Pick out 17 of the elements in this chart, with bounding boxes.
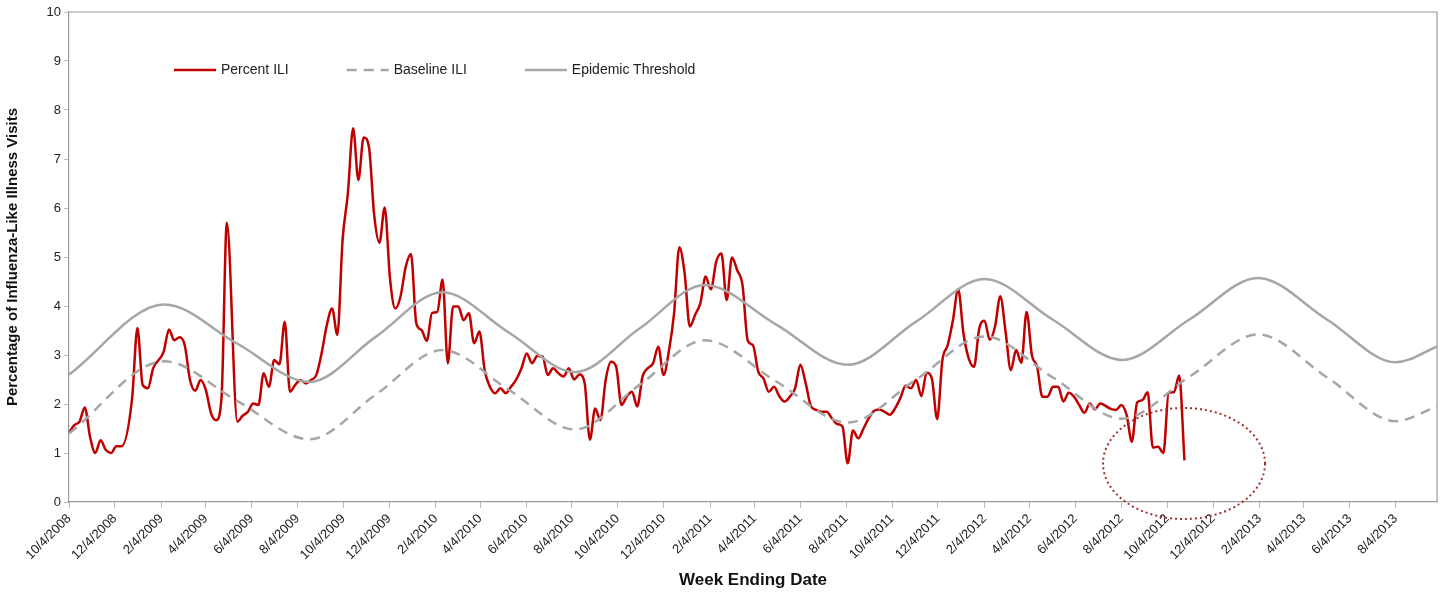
legend-label: Baseline ILI	[393, 60, 467, 77]
y-tick-label: 1	[53, 444, 61, 460]
legend-label: Percent ILI	[221, 60, 289, 77]
x-axis-title: Week Ending Date	[679, 570, 827, 590]
legend-label: Epidemic Threshold	[571, 60, 696, 77]
y-tick-label: 4	[53, 297, 61, 313]
y-tick-label: 9	[53, 52, 61, 68]
y-tick-label: 10	[46, 3, 61, 19]
y-tick-label: 3	[53, 346, 61, 362]
y-tick-label: 6	[53, 199, 61, 215]
y-tick-label: 2	[53, 395, 61, 411]
line-series	[69, 126, 1186, 465]
y-tick-label: 5	[53, 248, 61, 264]
y-tick-label: 7	[53, 150, 61, 166]
y-tick-label: 8	[53, 101, 61, 117]
y-axis-title: Percentage of Influenza-Like Illness Visits	[3, 107, 21, 407]
y-tick-label: 0	[53, 493, 61, 509]
